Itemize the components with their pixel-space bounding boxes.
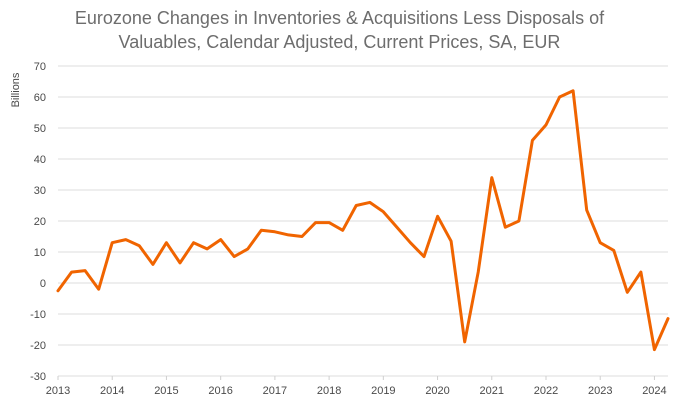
data-point bbox=[476, 270, 480, 274]
y-tick-label: 70 bbox=[34, 61, 46, 73]
data-point bbox=[449, 239, 453, 243]
data-point bbox=[408, 241, 412, 245]
y-tick-label: -30 bbox=[30, 371, 46, 383]
x-tick-label: 2014 bbox=[100, 385, 124, 397]
x-tick-label: 2013 bbox=[46, 385, 70, 397]
x-tick-label: 2021 bbox=[480, 385, 504, 397]
data-point bbox=[639, 270, 643, 274]
chart-title-line-1: Eurozone Changes in Inventories & Acquis… bbox=[74, 8, 605, 28]
data-point bbox=[354, 204, 358, 208]
y-tick-label: 60 bbox=[34, 92, 46, 104]
data-point bbox=[625, 290, 629, 294]
data-point bbox=[124, 238, 128, 242]
data-point bbox=[585, 208, 589, 212]
data-point bbox=[137, 244, 141, 248]
data-point bbox=[503, 225, 507, 229]
y-tick-label: 20 bbox=[34, 216, 46, 228]
series-group bbox=[56, 89, 670, 352]
data-point bbox=[652, 348, 656, 352]
x-tick-label: 2018 bbox=[317, 385, 341, 397]
y-tick-label: 0 bbox=[40, 278, 46, 290]
series-line-0 bbox=[56, 89, 670, 352]
data-point bbox=[422, 255, 426, 259]
x-tick-label: 2016 bbox=[208, 385, 232, 397]
data-point bbox=[530, 138, 534, 142]
data-point bbox=[110, 241, 114, 245]
chart-title: Eurozone Changes in Inventories & Acquis… bbox=[0, 6, 679, 54]
data-point bbox=[300, 235, 304, 239]
x-tick-label: 2015 bbox=[154, 385, 178, 397]
data-point bbox=[612, 248, 616, 252]
data-point bbox=[558, 95, 562, 99]
y-axis-ticks: 70 60 50 40 30 20 10 0 -10 -20 -30 bbox=[30, 61, 46, 383]
x-tick-label: 2019 bbox=[371, 385, 395, 397]
data-point bbox=[70, 270, 74, 274]
data-point bbox=[314, 221, 318, 225]
x-tick-label: 2020 bbox=[425, 385, 449, 397]
data-point bbox=[598, 241, 602, 245]
y-tick-label: 30 bbox=[34, 185, 46, 197]
y-tick-label: 50 bbox=[34, 123, 46, 135]
data-point bbox=[178, 261, 182, 265]
data-point bbox=[368, 200, 372, 204]
x-tick-label: 2024 bbox=[642, 385, 666, 397]
x-axis-ticks: 2013 2014 2015 2016 2017 2018 2019 2020 2021 2022… bbox=[46, 376, 667, 397]
data-point bbox=[381, 210, 385, 214]
data-point bbox=[490, 176, 494, 180]
data-point bbox=[436, 214, 440, 218]
data-point bbox=[273, 230, 277, 234]
y-tick-label: -10 bbox=[30, 309, 46, 321]
data-point bbox=[151, 262, 155, 266]
chart-title-line-2: Valuables, Calendar Adjusted, Current Pr… bbox=[118, 32, 561, 52]
data-point bbox=[327, 221, 331, 225]
data-point bbox=[259, 228, 263, 232]
y-axis-label: Billions bbox=[10, 72, 22, 107]
data-point bbox=[232, 255, 236, 259]
data-point bbox=[83, 269, 87, 273]
data-point bbox=[192, 241, 196, 245]
data-point bbox=[395, 225, 399, 229]
data-point bbox=[97, 287, 101, 291]
x-tick-label: 2017 bbox=[263, 385, 287, 397]
data-point bbox=[341, 228, 345, 232]
y-tick-label: 10 bbox=[34, 247, 46, 259]
gridlines bbox=[58, 65, 668, 377]
data-point bbox=[571, 89, 575, 93]
data-point bbox=[246, 247, 250, 251]
x-tick-label: 2023 bbox=[588, 385, 612, 397]
data-point bbox=[286, 233, 290, 237]
data-point bbox=[164, 241, 168, 245]
data-point bbox=[517, 219, 521, 223]
data-point bbox=[544, 123, 548, 127]
y-tick-label: -20 bbox=[30, 340, 46, 352]
data-point bbox=[463, 340, 467, 344]
data-point bbox=[56, 289, 60, 293]
data-point bbox=[205, 247, 209, 251]
x-tick-label: 2022 bbox=[534, 385, 558, 397]
data-point bbox=[219, 238, 223, 242]
y-tick-label: 40 bbox=[34, 154, 46, 166]
data-point bbox=[666, 317, 670, 321]
